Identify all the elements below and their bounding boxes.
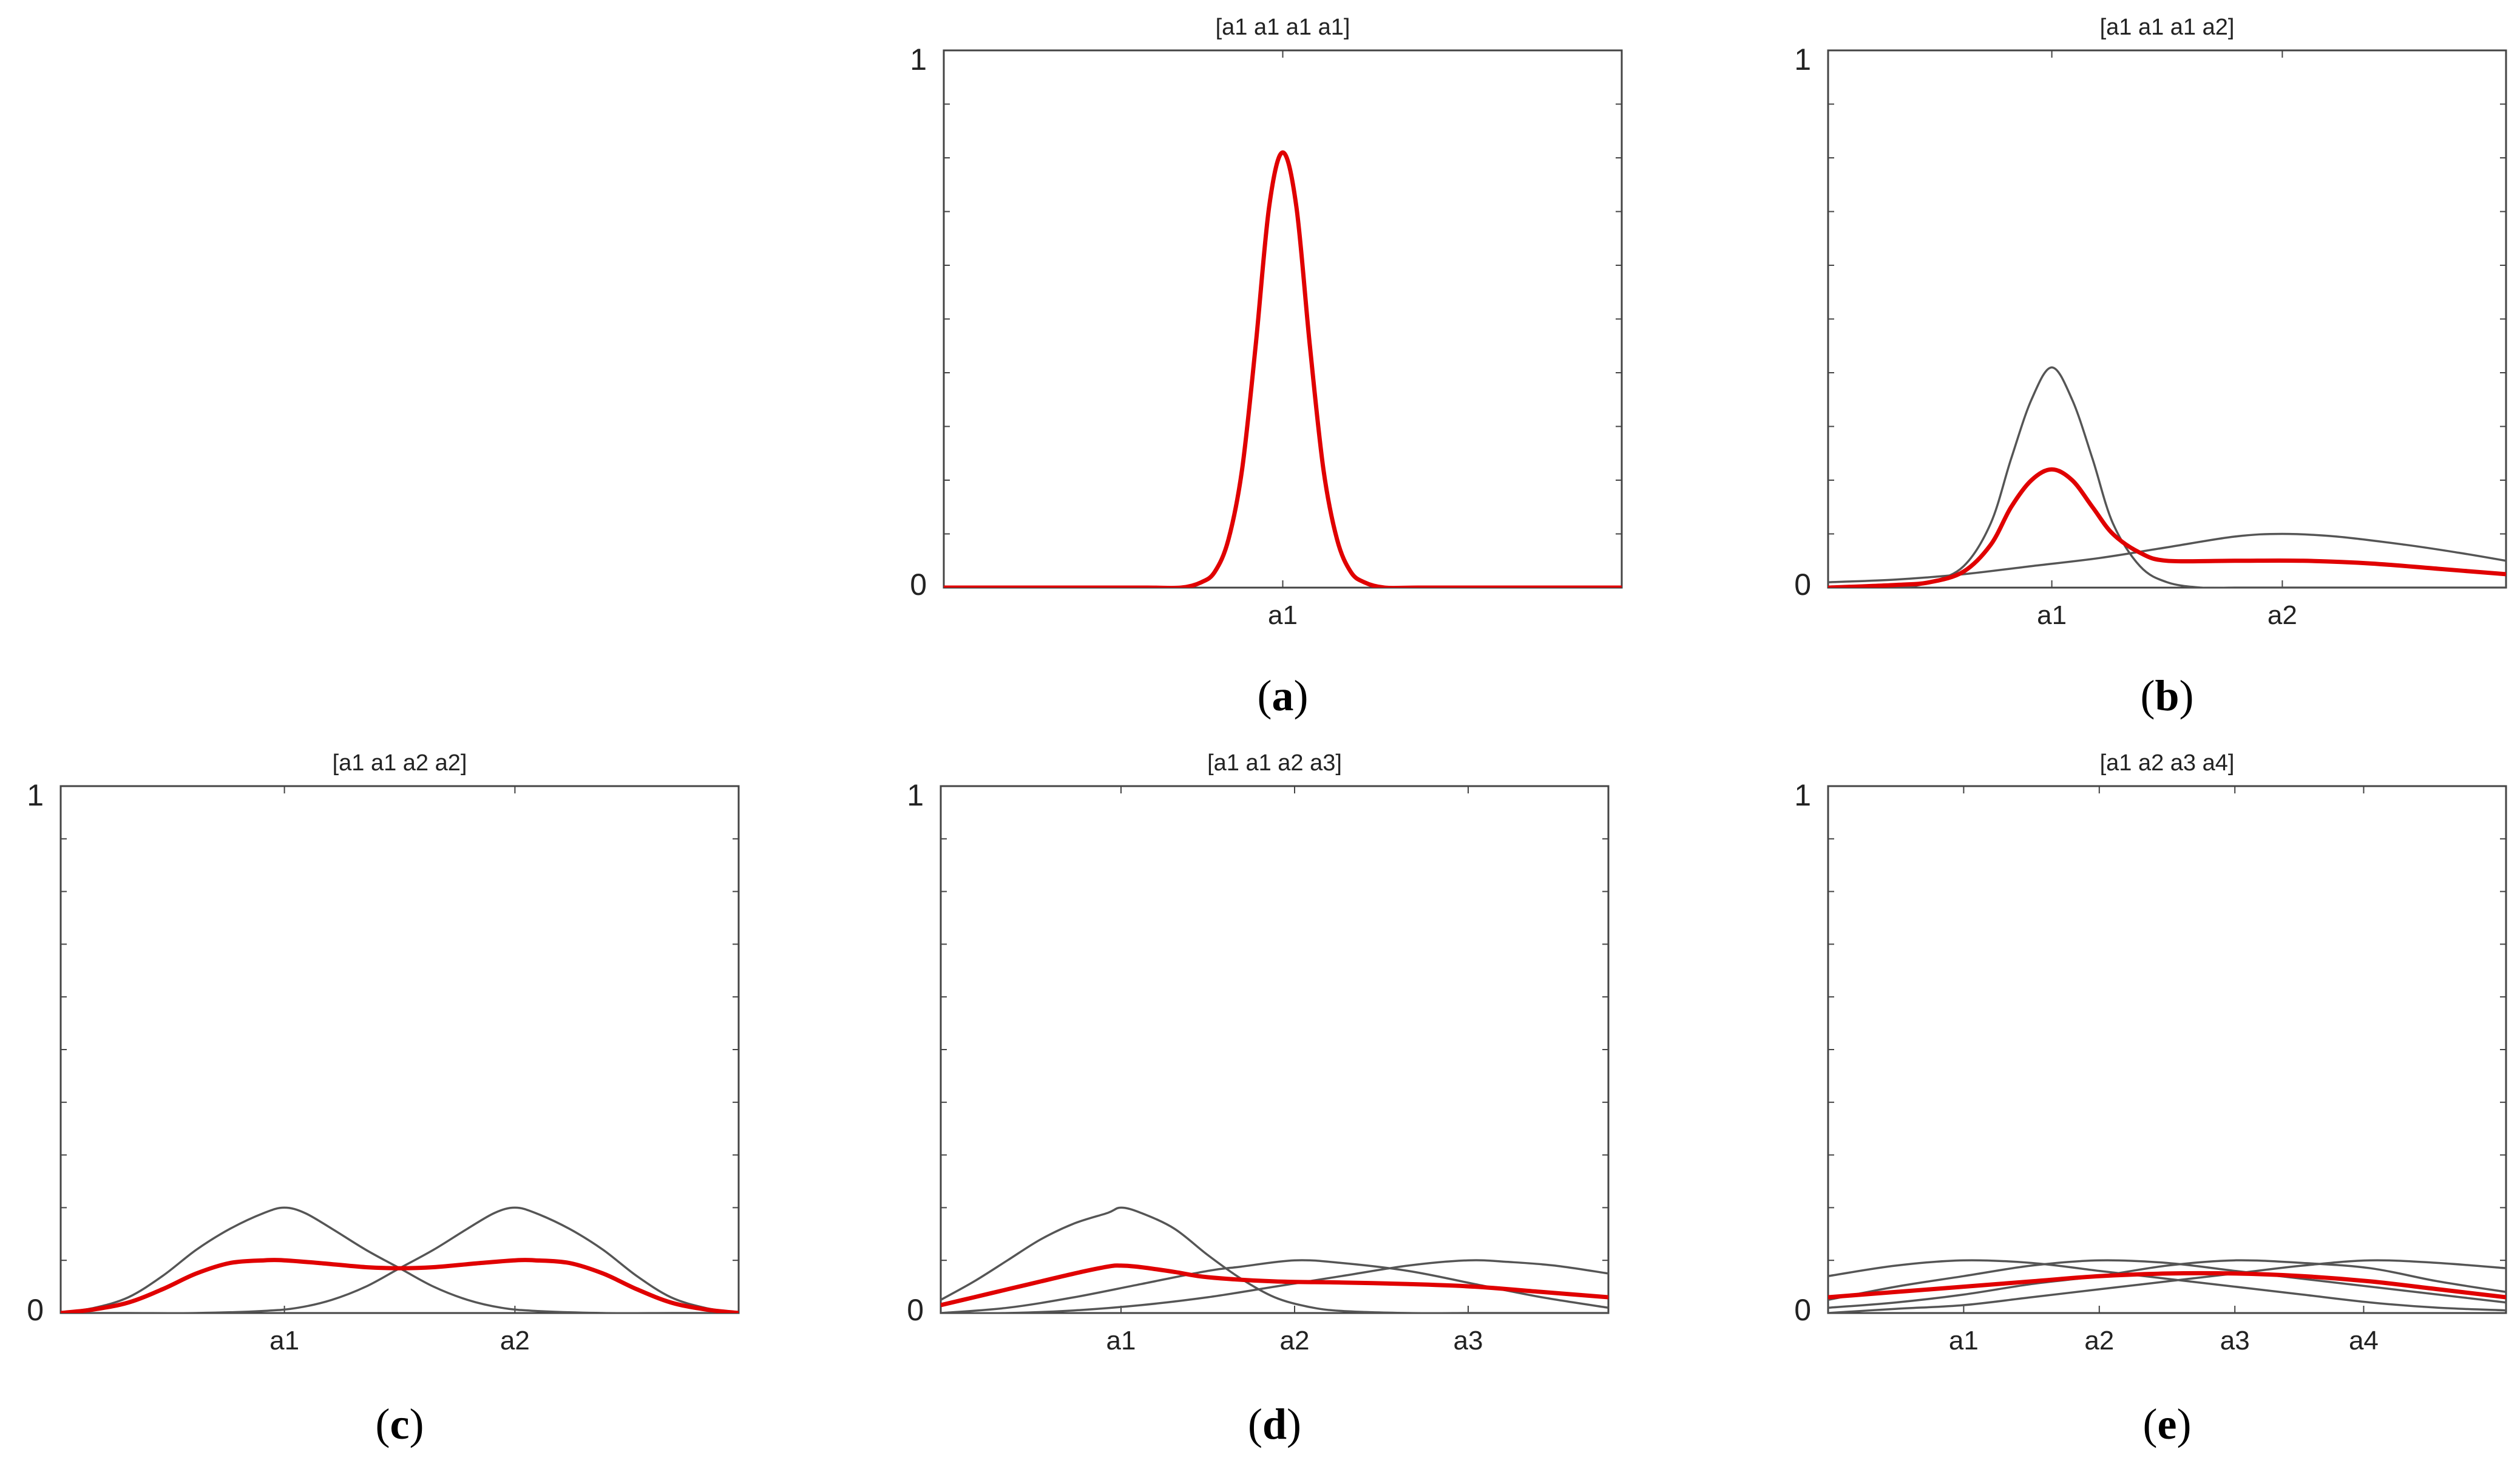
y-tick-label: 0 [27,1293,44,1327]
subplot-title: [a1 a1 a1 a2] [2100,15,2235,40]
plot-frame [940,785,1610,1314]
y-tick-label: 0 [1794,568,1811,602]
x-tick-label: a1 [1106,1326,1136,1356]
x-tick-label: a2 [2084,1326,2114,1356]
y-tick-label: 1 [910,42,927,76]
y-tick-label: 1 [1794,42,1811,76]
x-tick-label: a1 [269,1326,299,1356]
mixture-curve [1828,1271,2506,1300]
x-tick-label: a1 [1949,1326,1979,1356]
panel-caption: (e) [2143,1400,2192,1448]
component-curve [61,1206,739,1313]
subplot-title: [a1 a2 a3 a4] [2100,750,2235,776]
x-tick-label: a3 [1454,1326,1483,1356]
plot-frame [943,49,1623,589]
y-tick-label: 1 [27,778,44,812]
component-curve [1828,366,2506,588]
x-tick-label: a1 [2037,600,2067,630]
panel-caption: (d) [1248,1400,1301,1448]
x-tick-label: a2 [500,1326,530,1356]
subplot-title: [a1 a1 a2 a2] [333,750,467,776]
mixture-curve [61,1258,739,1313]
plot-frame [59,785,740,1314]
plot-frame [1827,785,2507,1314]
mixture-curve [1828,467,2506,588]
subplot-title: [a1 a1 a2 a3] [1207,750,1342,776]
y-tick-label: 1 [1794,778,1811,812]
x-tick-label: a2 [1280,1326,1310,1356]
subplot-a: [a1 a1 a1 a1] 0 1 a1 (a) [910,15,1623,720]
x-tick-label: a3 [2220,1326,2250,1356]
mixture-curve [944,150,1622,588]
component-curve [61,1206,739,1313]
component-curve [941,1259,1608,1313]
y-tick-label: 0 [1794,1293,1811,1327]
x-tick-label: a2 [2268,600,2297,630]
x-tick-label: a4 [2349,1326,2379,1356]
panel-caption: (c) [376,1400,424,1448]
subplot-title: [a1 a1 a1 a1] [1216,15,1350,40]
subplot-b: [a1 a1 a1 a2] 0 1 a1 a2 (b) [1794,15,2507,720]
subplot-e: [a1 a2 a3 a4] 0 1 a1 a2 a3 a4 (e) [1794,750,2507,1448]
component-curve [1828,1259,2506,1304]
component-curve [1828,1259,2506,1313]
component-curve [1828,1259,2506,1309]
panel-caption: (b) [2140,671,2193,720]
y-tick-label: 0 [910,568,927,602]
subplot-c: [a1 a1 a2 a2] 0 1 a1 a2 (c) [27,750,740,1448]
x-tick-label: a1 [1268,600,1298,630]
mixture-curve [941,1263,1608,1308]
component-curve [1828,1259,2506,1312]
subplot-d: [a1 a1 a2 a3] 0 1 a1 a2 a3 (d) [907,750,1610,1448]
y-tick-label: 1 [907,778,924,812]
component-curve [941,1206,1608,1313]
y-tick-label: 0 [907,1293,924,1327]
plot-frame [1827,49,2507,589]
component-curve [1828,532,2506,583]
panel-caption: (a) [1258,671,1309,720]
